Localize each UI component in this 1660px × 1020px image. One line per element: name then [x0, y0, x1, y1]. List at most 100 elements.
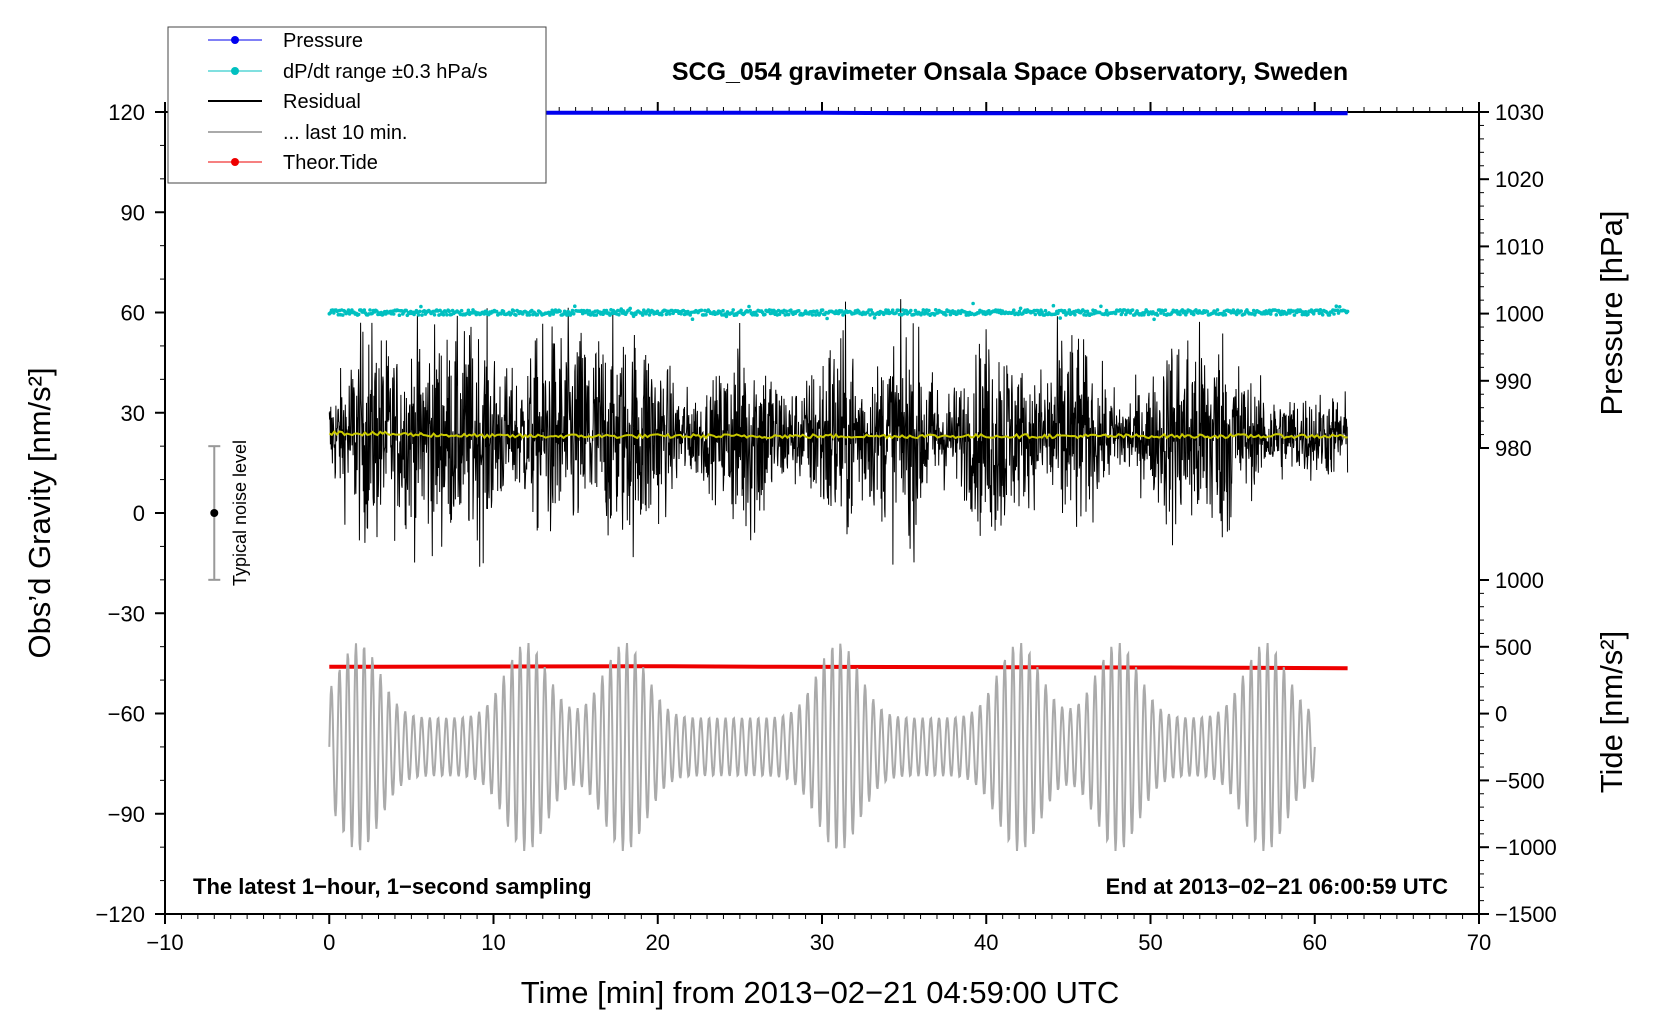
pressure-axis-line — [1478, 111, 1481, 449]
dpdt-point — [558, 309, 562, 314]
x-tick-label: 30 — [810, 930, 834, 955]
pressure-tick-label: 980 — [1495, 436, 1532, 461]
dpdt-point — [868, 313, 872, 317]
dpdt-point — [482, 312, 487, 316]
dpdt-point — [1205, 309, 1210, 314]
dpdt-point — [466, 308, 471, 313]
dpdt-point — [499, 312, 504, 316]
dpdt-point — [604, 308, 609, 313]
dpdt-point — [1122, 308, 1127, 312]
dpdt-point — [445, 313, 449, 317]
dpdt-point — [1058, 316, 1062, 320]
dpdt-point — [356, 312, 361, 317]
x-tick-label: 0 — [323, 930, 335, 955]
dpdt-point — [332, 311, 336, 315]
dpdt-point — [1152, 317, 1156, 322]
dpdt-point — [1215, 308, 1220, 312]
dpdt-point — [1318, 308, 1323, 312]
dpdt-point — [1163, 308, 1168, 313]
pressure-tick-label: 1000 — [1495, 302, 1544, 327]
dpdt-point — [341, 313, 345, 317]
dpdt-point — [570, 308, 575, 313]
dpdt-point — [527, 313, 532, 317]
y-left-tick-label: −90 — [108, 802, 145, 827]
dpdt-point — [565, 313, 569, 317]
pressure-tick-label: 1010 — [1495, 234, 1544, 259]
y-axis-tide-title: Tide [nm/s²] — [1594, 631, 1629, 794]
dpdt-point — [501, 309, 506, 314]
dpdt-point — [494, 309, 499, 314]
dpdt-point — [1151, 310, 1155, 314]
dpdt-point — [739, 308, 743, 313]
tide-tick-label: 0 — [1495, 702, 1507, 727]
y-left-tick-label: 30 — [121, 401, 145, 426]
dpdt-point — [1320, 313, 1325, 317]
legend-marker-tide — [231, 158, 239, 166]
legend-label-last10: ... last 10 min. — [283, 122, 408, 144]
y-left-tick-label: 90 — [121, 200, 145, 225]
legend-label-dpdt: dP/dt range ±0.3 hPa/s — [283, 61, 487, 83]
dpdt-point — [535, 312, 540, 317]
dpdt-point — [368, 308, 372, 312]
dpdt-point — [1155, 313, 1160, 317]
dpdt-point — [668, 312, 672, 316]
dpdt-point — [571, 312, 576, 316]
dpdt-point — [909, 308, 913, 313]
dpdt-point — [1099, 304, 1103, 309]
dpdt-point — [1135, 309, 1139, 313]
dpdt-point — [1335, 308, 1340, 313]
dpdt-point — [346, 308, 351, 312]
dpdt-point — [1345, 309, 1350, 314]
dpdt-point — [484, 309, 489, 314]
x-tick-label: 60 — [1303, 930, 1327, 955]
pressure-tick-label: 990 — [1495, 369, 1532, 394]
dpdt-point — [594, 313, 599, 317]
dpdt-point — [1336, 311, 1341, 315]
dpdt-point — [896, 308, 901, 313]
dpdt-point — [1130, 308, 1135, 312]
y-left-tick-label: −30 — [108, 601, 145, 626]
dpdt-point — [944, 313, 948, 317]
x-tick-label: 50 — [1138, 930, 1162, 955]
dpdt-point — [748, 308, 752, 313]
dpdt-point — [721, 308, 725, 313]
annotation-sampling: The latest 1−hour, 1−second sampling — [193, 874, 592, 899]
dpdt-point — [660, 312, 664, 317]
dpdt-point — [971, 301, 975, 306]
dpdt-point — [509, 311, 514, 316]
dpdt-point — [912, 312, 916, 317]
dpdt-point — [459, 308, 464, 313]
noise-bar-center — [210, 509, 219, 517]
dpdt-point — [1016, 312, 1021, 317]
legend-marker-pressure — [231, 36, 239, 44]
dpdt-point — [1223, 312, 1228, 317]
dpdt-point — [1327, 313, 1332, 317]
dpdt-point — [784, 309, 789, 314]
dpdt-point — [420, 313, 424, 317]
y-left-tick-label: 60 — [121, 301, 145, 326]
dpdt-point — [933, 308, 938, 312]
dpdt-point — [797, 309, 801, 313]
series-residual — [328, 299, 1349, 567]
dpdt-point — [840, 309, 844, 313]
dpdt-point — [902, 311, 906, 316]
dpdt-point — [1303, 310, 1308, 314]
dpdt-point — [1274, 313, 1279, 317]
dpdt-point — [704, 313, 708, 317]
annotation-end-time: End at 2013−02−21 06:00:59 UTC — [1106, 874, 1449, 899]
dpdt-point — [1040, 310, 1044, 315]
dpdt-point — [617, 312, 621, 317]
chart-title: SCG_054 gravimeter Onsala Space Observat… — [672, 58, 1348, 86]
tide-tick-label: −1500 — [1495, 902, 1557, 927]
dpdt-point — [573, 304, 577, 309]
dpdt-point — [1231, 308, 1236, 312]
legend-label-pressure: Pressure — [283, 30, 363, 52]
dpdt-point — [362, 308, 367, 312]
dpdt-point — [869, 308, 873, 312]
dpdt-point — [1051, 303, 1056, 308]
dpdt-point — [640, 313, 645, 317]
dpdt-point — [404, 308, 409, 313]
legend-box — [167, 26, 547, 184]
